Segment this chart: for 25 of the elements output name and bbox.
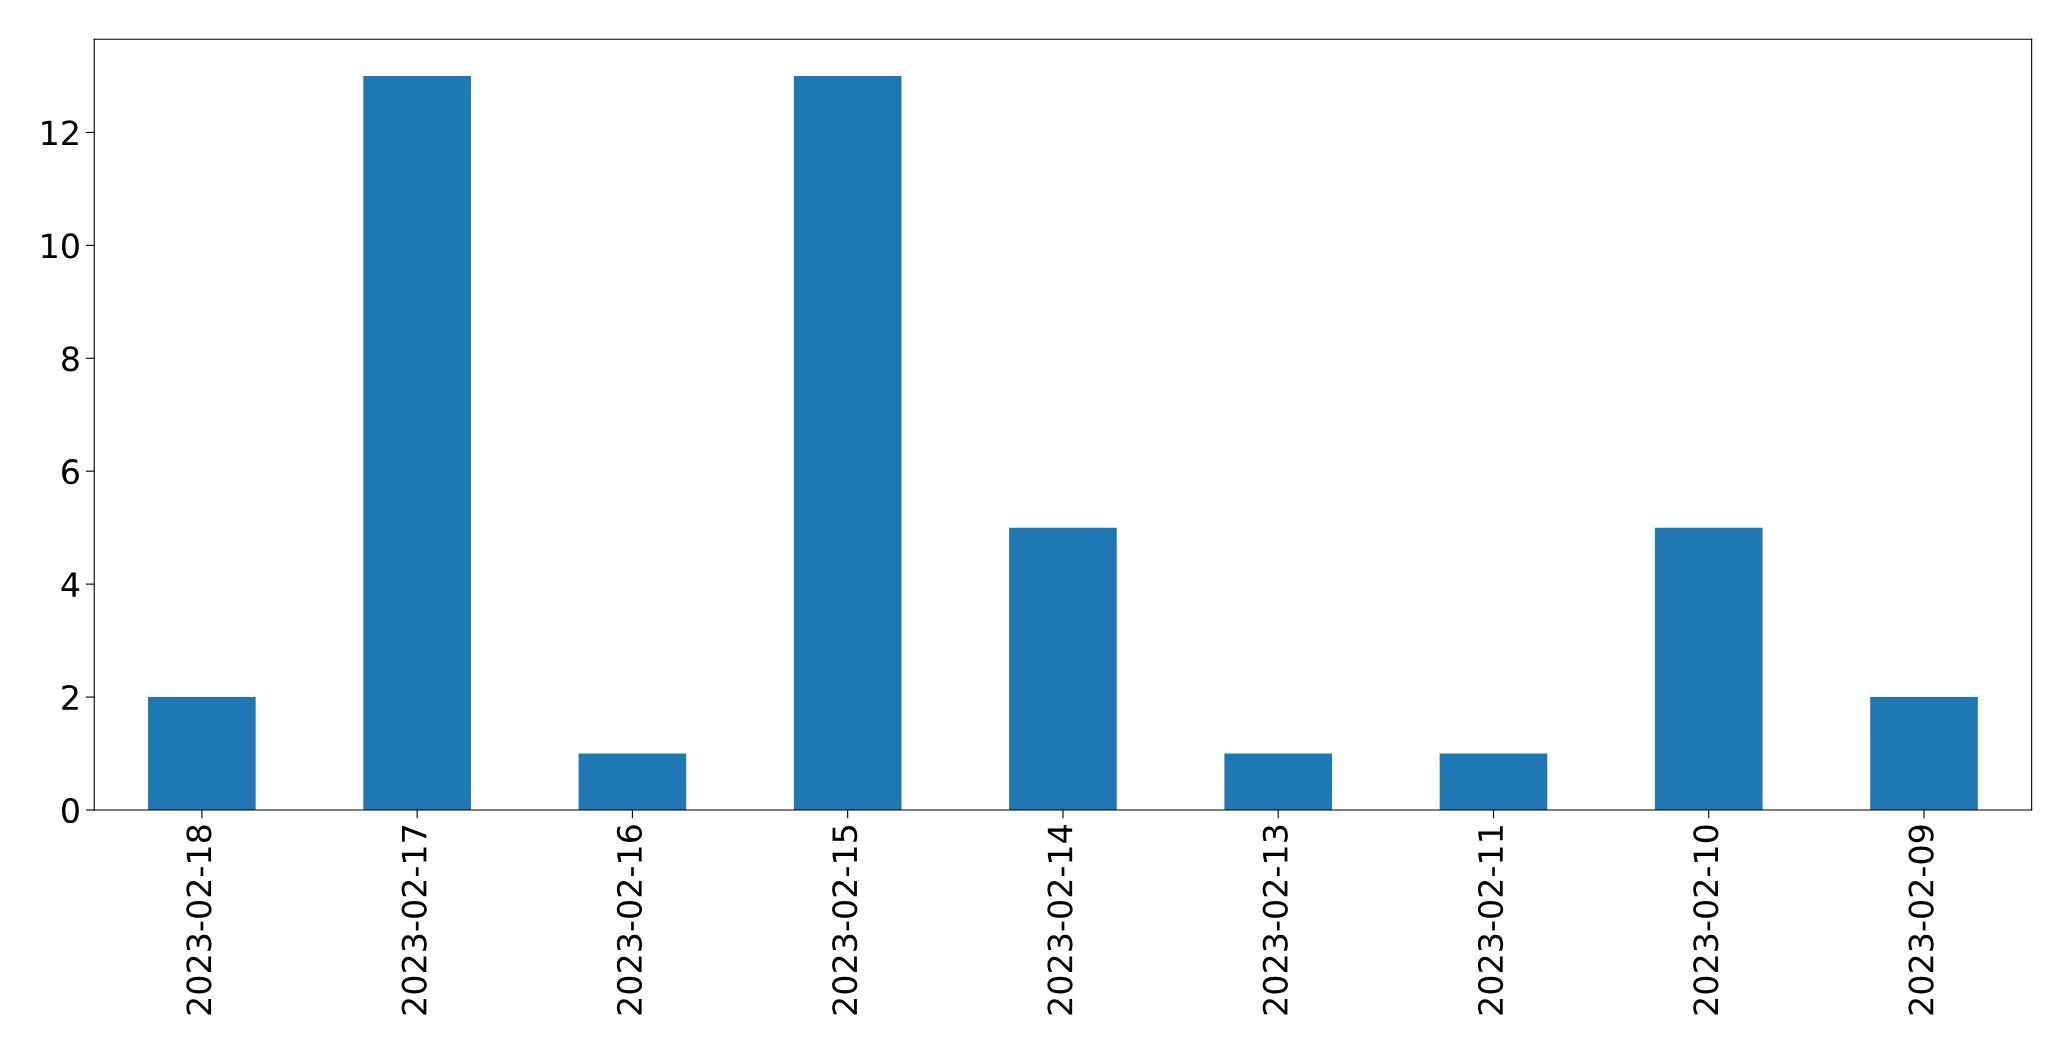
bar [1870,697,1978,810]
bar [1224,753,1333,810]
x-tick-label: 2023-02-09 [1908,825,1934,1015]
y-tick-label: 6 [62,459,79,485]
x-tick-label: 2023-02-18 [186,825,212,1015]
bar [148,697,256,810]
bar [1009,527,1117,810]
bar [1654,527,1763,810]
bar [578,753,687,810]
x-tick-label: 2023-02-17 [401,826,427,1015]
y-tick-label: 2 [62,684,78,710]
bar [363,75,471,810]
x-tick-label: 2023-02-10 [1693,825,1719,1015]
x-tick-label: 2023-02-15 [832,826,858,1015]
x-tick-label: 2023-02-13 [1262,825,1288,1015]
y-tick-label: 0 [62,797,79,824]
x-tick-label: 2023-02-14 [1047,825,1073,1015]
y-tick-label: 10 [42,233,79,259]
y-tick-label: 12 [42,120,78,146]
bar [793,75,902,810]
x-tick-label: 2023-02-11 [1477,826,1504,1015]
bar [1439,753,1548,810]
y-tick-label: 8 [62,346,79,372]
y-tick-label: 4 [61,572,80,597]
x-tick-label: 2023-02-16 [616,825,643,1015]
